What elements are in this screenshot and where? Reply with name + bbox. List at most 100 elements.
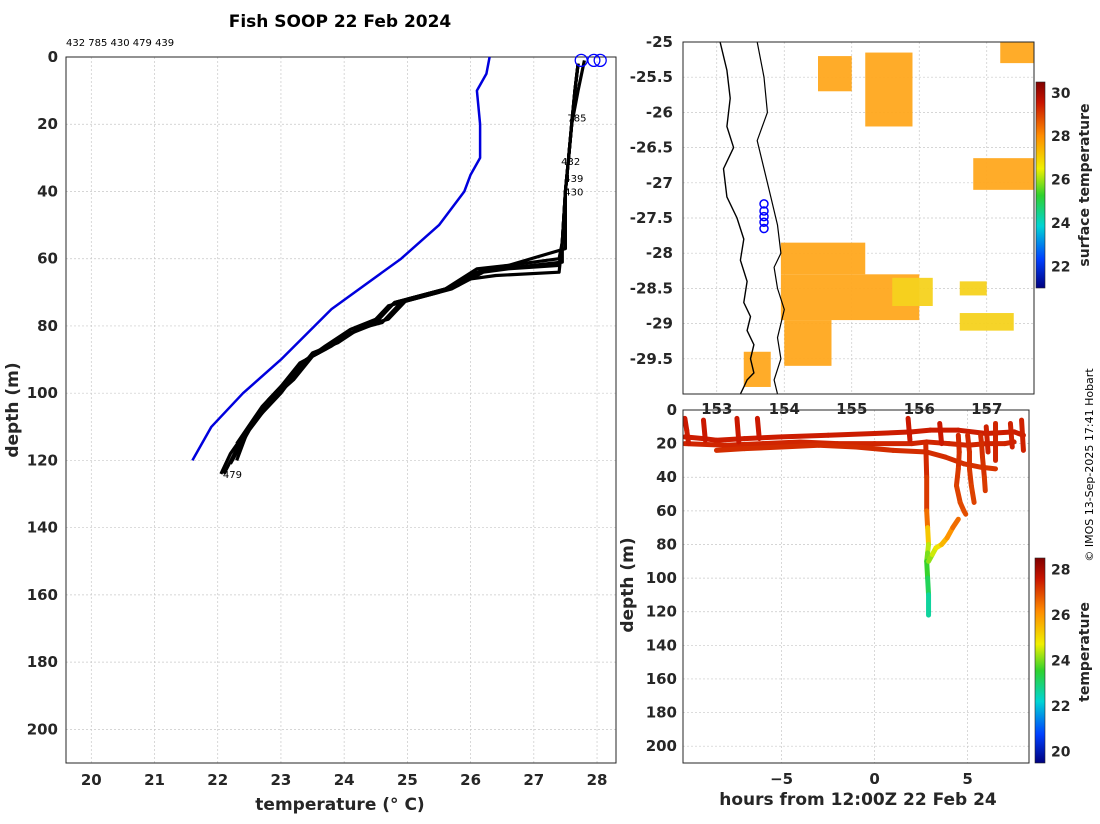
depth-time-track-segment	[924, 449, 948, 460]
map-y-tick-label: -26	[646, 103, 673, 121]
depth-time-track-segment	[925, 575, 932, 598]
profile-y-tick-label: 80	[37, 317, 58, 335]
profile-y-tick-label: 140	[27, 519, 58, 537]
depth-time-track-segment	[890, 447, 930, 455]
sst-warm-patch	[784, 320, 832, 366]
depth-time-track-segment	[937, 420, 945, 447]
depth-time-track-segment	[953, 483, 963, 505]
depth-time-track-segment	[966, 466, 974, 489]
depth-time-x-axis-label: hours from 12:00Z 22 Feb 24	[719, 790, 997, 810]
profile-line-439	[229, 63, 580, 465]
profile-drop-label: 430	[564, 187, 583, 198]
profile-y-tick-label: 0	[48, 48, 58, 66]
depth-time-track-segment	[734, 415, 742, 445]
depth-time-track-segment	[961, 508, 969, 517]
profile-surface-marker	[593, 53, 607, 68]
depth-time-y-tick-label: 20	[656, 435, 677, 453]
profile-drop-label: 785	[567, 114, 586, 125]
depth-time-track-segment	[741, 444, 785, 452]
depth-time-track-segment	[968, 483, 977, 505]
sst-colorbar-tick-label: 28	[1051, 129, 1070, 145]
depth-time-x-ticks: −5 0 5	[770, 770, 973, 788]
depth-time-track-segment	[797, 439, 840, 447]
temperature-colorbar-tick-label: 20	[1051, 745, 1071, 761]
depth-time-y-tick-label: 180	[646, 704, 677, 722]
profile-x-tick-label: 20	[81, 771, 102, 789]
map-y-tick-label: -29.5	[630, 350, 673, 368]
depth-time-x-tick-label: 5	[962, 770, 972, 788]
profile-axes-frame	[65, 56, 617, 764]
depth-time-track-segment	[961, 461, 984, 470]
map-y-tick-label: -28	[646, 244, 673, 262]
sst-cool-patch	[959, 313, 1014, 331]
depth-time-plot-area	[683, 415, 1026, 618]
depth-time-y-tick-label: 80	[656, 535, 677, 553]
depth-time-track-segment	[713, 446, 747, 453]
profile-surface-marker	[574, 53, 588, 68]
map-plot-area	[719, 42, 1034, 394]
profile-drop-label: 439	[564, 174, 583, 185]
sst-colorbar-tick-label: 26	[1051, 173, 1070, 189]
depth-time-track-segment	[981, 474, 988, 494]
map-lines	[719, 42, 785, 394]
depth-time-track-segment	[923, 441, 930, 480]
depth-time-track-segment	[909, 427, 933, 435]
depth-time-track-segment	[741, 434, 785, 442]
sst-colorbar-tick-label: 30	[1051, 86, 1071, 102]
depth-time-track-segment	[700, 417, 708, 443]
depth-time-y-tick-label: 140	[646, 636, 677, 654]
profile-drop-label: 479	[223, 470, 242, 481]
sst-colorbar-label: surface temperature	[1077, 103, 1093, 266]
sst-cool-patch	[959, 281, 987, 296]
profile-surface-markers	[574, 53, 607, 68]
temperature-colorbar-tick-label: 26	[1051, 608, 1070, 624]
map-x-ticks: 153 154 155 156 157	[701, 400, 1002, 418]
map-drop-marker	[759, 206, 769, 216]
profile-x-ticks: 20 21 22 23 24 25 26 27 28	[81, 771, 608, 789]
temperature-colorbar-tick-label: 24	[1051, 654, 1071, 670]
depth-time-track-segment	[1019, 417, 1026, 453]
sst-cool-patch	[892, 277, 933, 306]
depth-time-y-axis-label: depth (m)	[618, 537, 638, 632]
sst-warm-patch	[1000, 42, 1034, 64]
profile-y-ticks: 0 20 40 60 80 100 120 140 160 180 200	[27, 48, 58, 738]
map-y-tick-label: -27	[646, 174, 673, 192]
sst-warm-patch	[743, 351, 771, 387]
depth-time-track-segment	[779, 442, 822, 450]
map-x-tick-label: 154	[769, 400, 800, 418]
sst-colorbar-tick-label: 22	[1051, 259, 1070, 275]
profile-y-tick-label: 60	[37, 250, 58, 268]
figure-title: Fish SOOP 22 Feb 2024	[229, 12, 452, 32]
profile-y-tick-label: 180	[27, 653, 58, 671]
depth-time-track-segment	[872, 429, 915, 437]
sst-warm-patch	[973, 158, 1034, 190]
depth-time-y-tick-label: 0	[667, 401, 677, 419]
depth-time-track-segment	[965, 432, 972, 455]
depth-time-track-segment	[723, 441, 766, 448]
sst-warm-patch	[865, 52, 913, 127]
profile-y-tick-label: 120	[27, 451, 58, 469]
profile-x-tick-label: 24	[334, 771, 355, 789]
profile-surface-marker	[587, 53, 601, 68]
depth-time-track-segment	[924, 508, 931, 531]
sst-warm-patch	[780, 242, 866, 275]
temperature-colorbar-tick-label: 22	[1051, 699, 1070, 715]
temperature-colorbar-tick-label: 28	[1051, 562, 1070, 578]
depth-time-y-tick-label: 200	[646, 737, 677, 755]
depth-time-y-tick-label: 160	[646, 670, 677, 688]
profile-x-tick-label: 25	[397, 771, 418, 789]
depth-time-track-segment	[925, 525, 932, 547]
depth-time-track-segment	[905, 415, 913, 443]
profile-y-tick-label: 200	[27, 720, 58, 738]
profile-x-tick-label: 27	[523, 771, 544, 789]
depth-time-x-tick-label: −5	[770, 770, 793, 788]
profile-x-tick-label: 28	[587, 771, 608, 789]
depth-time-track-segment	[955, 427, 989, 437]
map-drop-marker	[759, 217, 769, 227]
depth-time-track-segment	[760, 439, 803, 447]
map-y-tick-label: -25.5	[630, 68, 673, 86]
profile-grid	[66, 56, 616, 763]
depth-time-track-segment	[816, 442, 859, 450]
